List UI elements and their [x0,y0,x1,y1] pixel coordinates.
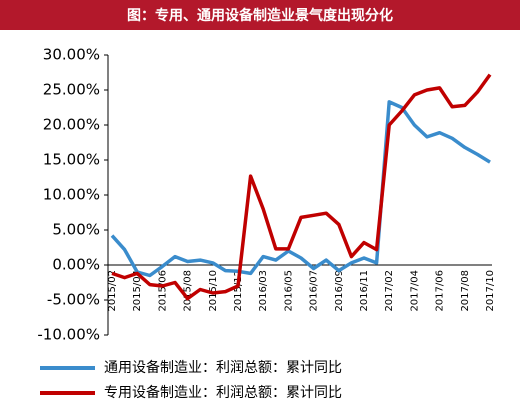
legend-label: 通用设备制造业：利润总额：累计同比 [104,359,342,376]
y-tick-label: 25.00% [43,81,100,99]
y-tick-label: 5.00% [52,221,100,239]
x-tick-label: 2016/07 [309,270,320,312]
title-bar [0,0,520,30]
y-tick-label: 20.00% [43,116,100,134]
x-tick-label: 2015/12 [233,270,244,312]
y-tick-label: -10.00% [37,326,100,344]
y-tick-label: -5.00% [47,291,100,309]
series-line [110,100,491,278]
x-tick-label: 2017/02 [384,270,395,312]
x-tick-label: 2016/09 [334,270,345,312]
chart-title: 图：专用、通用设备制造业景气度出现分化 [127,7,393,24]
x-tick-label: 2017/04 [409,270,420,312]
x-tick-label: 2016/03 [258,270,269,312]
legend-label: 专用设备制造业：利润总额：累计同比 [104,384,342,401]
x-tick-label: 2017/10 [485,270,496,312]
x-tick-label: 2017/08 [460,270,471,312]
y-tick-label: 30.00% [43,46,100,64]
y-tick-label: 15.00% [43,151,100,169]
y-tick-label: 0.00% [52,256,100,274]
x-tick-label: 2015/10 [208,270,219,312]
x-tick-label: 2015/04 [132,270,143,312]
x-tick-label: 2015/02 [107,270,118,312]
x-tick-label: 2015/06 [157,270,168,312]
series-line [111,73,492,301]
x-tick-label: 2017/06 [435,270,446,312]
y-tick-label: 10.00% [43,186,100,204]
x-tick-label: 2015/08 [183,270,194,312]
x-tick-label: 2016/05 [283,270,294,312]
x-tick-label: 2016/11 [359,270,370,312]
